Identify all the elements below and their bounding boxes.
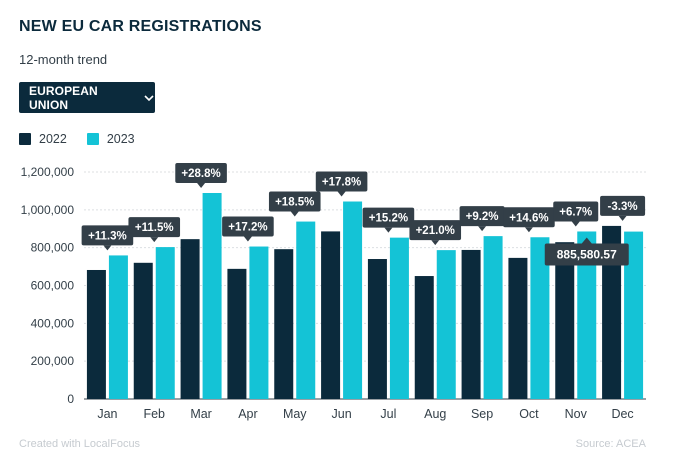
bar-2023-jun[interactable] — [343, 201, 363, 399]
change-label-pointer — [243, 236, 252, 242]
bar-2022-nov[interactable] — [555, 242, 575, 399]
x-tick-label: Sep — [471, 407, 493, 421]
tooltip-pointer — [581, 237, 592, 244]
bar-2023-feb[interactable] — [155, 247, 175, 399]
change-label: +9.2% — [466, 211, 499, 223]
change-label-pointer — [337, 191, 346, 197]
change-label: +6.7% — [559, 206, 592, 218]
legend-swatch-2023 — [86, 133, 99, 145]
x-tick-label: Jan — [97, 407, 117, 421]
bar-2022-aug[interactable] — [414, 276, 434, 399]
x-tick-label: Dec — [611, 407, 633, 421]
bar-2023-oct[interactable] — [530, 237, 550, 399]
footer-credit[interactable]: Created with LocalFocus — [19, 438, 141, 450]
x-tick-label: Jun — [332, 407, 352, 421]
change-label: -3.3% — [608, 201, 638, 213]
legend-label-2023: 2023 — [106, 132, 135, 146]
y-tick-label: 0 — [67, 392, 74, 406]
y-tick-label: 600,000 — [31, 279, 75, 293]
change-label-pointer — [571, 221, 580, 227]
change-label-pointer — [103, 245, 112, 251]
region-dropdown[interactable]: EUROPEAN UNION — [19, 82, 155, 113]
change-label-pointer — [431, 240, 440, 246]
y-tick-label: 1,000,000 — [21, 203, 75, 217]
y-tick-label: 1,200,000 — [21, 165, 75, 179]
legend-item-2022[interactable]: 2022 — [19, 132, 67, 146]
bar-2023-mar[interactable] — [202, 192, 222, 399]
change-label: +28.8% — [181, 168, 220, 180]
bar-2022-jan[interactable] — [86, 269, 106, 399]
change-label-pointer — [478, 226, 487, 232]
change-label: +17.2% — [228, 222, 267, 234]
change-label-box — [600, 195, 646, 216]
change-label-pointer — [618, 215, 627, 221]
bar-2022-sep[interactable] — [461, 249, 481, 399]
change-label-box — [175, 162, 227, 183]
change-label-pointer — [197, 182, 206, 188]
bar-2022-apr[interactable] — [227, 268, 247, 399]
change-label-box — [222, 216, 274, 237]
change-label-box — [362, 207, 415, 228]
change-label-box — [409, 220, 462, 241]
chart-legend: 2022 2023 — [19, 132, 155, 146]
change-label: +11.3% — [88, 230, 127, 242]
change-label: +11.5% — [135, 222, 174, 234]
region-dropdown-label: EUROPEAN UNION — [29, 83, 98, 112]
bar-2023-may[interactable] — [296, 221, 316, 399]
chevron-down-icon — [143, 92, 155, 104]
legend-swatch-2022 — [19, 133, 31, 145]
bar-2022-feb[interactable] — [133, 262, 153, 399]
y-tick-label: 400,000 — [31, 316, 75, 330]
bar-2023-jul[interactable] — [389, 237, 409, 399]
change-label: +21.0% — [416, 225, 455, 237]
x-tick-label: Feb — [143, 407, 165, 421]
footer-source: Source: ACEA — [575, 438, 646, 450]
tooltip-box — [544, 243, 629, 266]
change-label: +14.6% — [509, 212, 548, 224]
x-tick-label: May — [283, 407, 307, 421]
change-label-box — [503, 207, 555, 228]
change-label-box — [553, 201, 599, 222]
chart-subtitle: 12-month trend — [19, 52, 108, 67]
change-label-pointer — [150, 237, 159, 243]
change-label-box — [128, 217, 181, 238]
tooltip-value: 885,580.57 — [557, 247, 617, 261]
bar-2023-aug[interactable] — [436, 250, 456, 399]
bar-2023-apr[interactable] — [249, 246, 269, 399]
legend-item-2023[interactable]: 2023 — [86, 132, 135, 146]
bar-2023-dec[interactable] — [624, 231, 644, 399]
bar-2023-sep[interactable] — [483, 236, 503, 399]
x-tick-label: Jul — [380, 407, 396, 421]
change-label-box — [459, 206, 505, 227]
bar-2022-jun[interactable] — [321, 231, 341, 399]
bar-2022-mar[interactable] — [180, 239, 200, 399]
change-label-box — [315, 171, 368, 192]
legend-label-2022: 2022 — [39, 132, 67, 146]
bar-2022-oct[interactable] — [508, 257, 528, 399]
change-label-pointer — [384, 227, 393, 233]
y-tick-label: 200,000 — [31, 354, 75, 368]
x-tick-label: Oct — [519, 407, 539, 421]
change-label: +15.2% — [369, 213, 408, 225]
bar-2023-jan[interactable] — [108, 255, 128, 399]
bar-2022-dec[interactable] — [602, 225, 622, 399]
bar-2023-nov[interactable] — [577, 231, 597, 399]
bar-2022-jul[interactable] — [367, 259, 387, 399]
x-tick-label: Aug — [424, 407, 446, 421]
x-tick-label: Nov — [565, 407, 588, 421]
y-tick-label: 800,000 — [31, 241, 75, 255]
change-label-pointer — [290, 211, 299, 217]
change-label-pointer — [524, 227, 533, 233]
chart-title: NEW EU CAR REGISTRATIONS — [19, 18, 262, 35]
bar-2022-may[interactable] — [274, 249, 294, 399]
change-label-box — [81, 225, 134, 246]
change-label: +17.8% — [322, 177, 361, 189]
x-tick-label: Apr — [238, 407, 257, 421]
change-label: +18.5% — [275, 197, 314, 209]
change-label-box — [268, 191, 321, 212]
x-tick-label: Mar — [190, 407, 212, 421]
